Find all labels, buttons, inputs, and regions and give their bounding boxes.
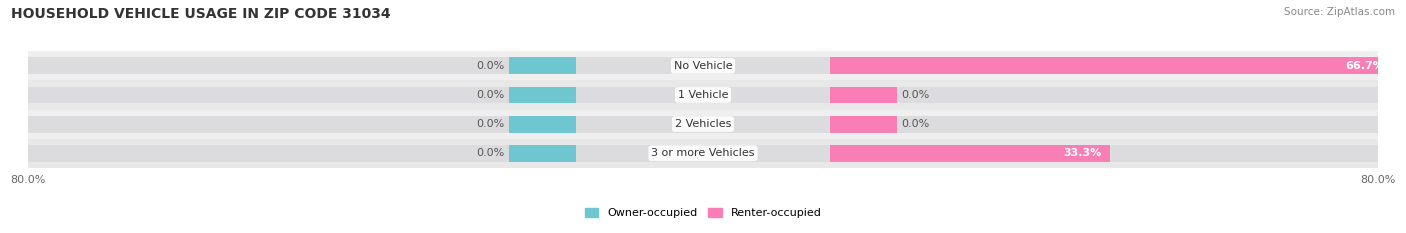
Bar — [28, 86, 1378, 103]
Text: HOUSEHOLD VEHICLE USAGE IN ZIP CODE 31034: HOUSEHOLD VEHICLE USAGE IN ZIP CODE 3103… — [11, 7, 391, 21]
Bar — [830, 86, 897, 103]
Bar — [509, 86, 576, 103]
Bar — [28, 51, 1378, 80]
Bar — [509, 116, 576, 133]
Bar — [28, 57, 1378, 74]
Text: 0.0%: 0.0% — [477, 119, 505, 129]
Text: Source: ZipAtlas.com: Source: ZipAtlas.com — [1284, 7, 1395, 17]
Text: 0.0%: 0.0% — [477, 90, 505, 100]
Bar — [28, 110, 1378, 139]
Text: 0.0%: 0.0% — [477, 61, 505, 71]
Text: 66.7%: 66.7% — [1346, 61, 1384, 71]
Text: 3 or more Vehicles: 3 or more Vehicles — [651, 148, 755, 158]
Text: 0.0%: 0.0% — [901, 90, 929, 100]
Legend: Owner-occupied, Renter-occupied: Owner-occupied, Renter-occupied — [581, 203, 825, 223]
Bar — [830, 145, 1111, 162]
Text: 0.0%: 0.0% — [477, 148, 505, 158]
Text: 0.0%: 0.0% — [901, 119, 929, 129]
Bar — [830, 116, 897, 133]
Bar — [28, 139, 1378, 168]
Text: 2 Vehicles: 2 Vehicles — [675, 119, 731, 129]
Bar — [509, 57, 576, 74]
Text: 1 Vehicle: 1 Vehicle — [678, 90, 728, 100]
Text: No Vehicle: No Vehicle — [673, 61, 733, 71]
Bar — [28, 80, 1378, 110]
Bar — [830, 57, 1392, 74]
Bar — [509, 145, 576, 162]
Bar — [28, 145, 1378, 162]
Text: 33.3%: 33.3% — [1064, 148, 1102, 158]
Bar — [28, 116, 1378, 133]
